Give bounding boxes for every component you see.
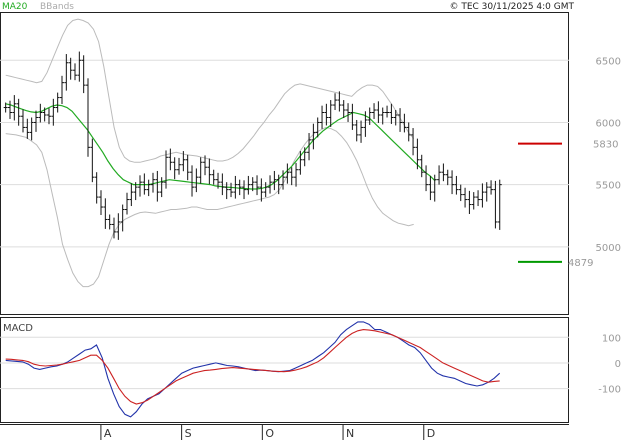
macd-tick-label: 0 [615, 359, 621, 370]
legend-ma20: MA20 [2, 2, 28, 12]
price-tick-label: 6500 [596, 56, 621, 67]
x-tick-label: S [185, 427, 192, 440]
x-tick-label: A [104, 427, 112, 440]
x-tick-label: D [427, 427, 435, 440]
price-bars [3, 51, 502, 240]
legend-bbands: BBands [40, 2, 74, 12]
bband-lower-line [5, 126, 414, 288]
price-gridlines [0, 59, 569, 248]
price-tick-label: 5500 [596, 181, 621, 192]
price-tick-label: 6000 [596, 118, 621, 129]
signal-line [5, 329, 500, 405]
price-panel-frame [0, 12, 569, 315]
x-tick-label: N [346, 427, 354, 440]
support-label: 4879 [568, 258, 593, 269]
macd-lines [5, 321, 501, 418]
ma20-line [5, 103, 436, 190]
macd-tick-label: -100 [598, 385, 621, 396]
price-tick-label: 5000 [596, 243, 621, 254]
price-levels: 5830 4879 [518, 140, 618, 269]
x-tick-label: O [265, 427, 274, 440]
macd-panel-frame [0, 317, 569, 423]
price-y-ticks: 6500 6000 5500 5000 [596, 56, 621, 254]
resistance-label: 5830 [593, 140, 618, 151]
macd-gridlines [0, 336, 569, 390]
copyright-text: © TEC 30/11/2025 4:0 GMT [449, 2, 574, 12]
macd-y-ticks: 100 0 -100 [598, 333, 621, 395]
macd-tick-label: 100 [602, 333, 621, 344]
macd-line [5, 321, 501, 418]
macd-title: MACD [3, 323, 33, 334]
ma20-line-group [5, 103, 436, 190]
